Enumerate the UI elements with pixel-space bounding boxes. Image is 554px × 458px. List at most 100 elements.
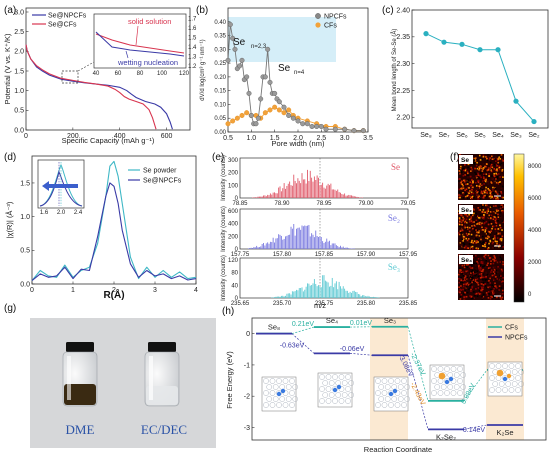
eds-pixel xyxy=(472,280,475,283)
eds-pixel xyxy=(477,241,479,243)
eds-pixel xyxy=(501,206,504,208)
eds-pixel xyxy=(489,266,491,269)
eds-pixel xyxy=(484,230,487,233)
eds-pixel xyxy=(482,284,485,286)
eds-pixel xyxy=(501,289,504,292)
eds-pixel xyxy=(466,264,468,266)
spectrum-y-tick-label: 40 xyxy=(231,283,238,289)
eds-pixel xyxy=(479,159,482,161)
eds-pixel xyxy=(493,221,496,224)
eds-pixel xyxy=(463,180,466,183)
spectrum-y-tick-label: 600 xyxy=(228,209,239,215)
inset-y-tick-label: 1.2 xyxy=(188,64,197,70)
eds-pixel xyxy=(492,218,495,221)
eds-pixel xyxy=(469,195,471,198)
eds-pixel xyxy=(465,190,467,192)
eds-pixel xyxy=(466,247,469,249)
panel-a-frame xyxy=(25,7,191,131)
eds-pixel xyxy=(472,285,475,287)
inset-curve-npcfs xyxy=(95,31,185,57)
pore-point-npcfs xyxy=(239,57,245,63)
panel-c-category-label: Se₂ xyxy=(528,132,540,139)
eds-pixel xyxy=(470,184,473,187)
pore-point-cfs xyxy=(234,115,240,121)
energy-annotation: -0.63eV xyxy=(280,343,305,350)
eds-pixel xyxy=(472,291,475,293)
eds-pixel xyxy=(494,156,497,159)
graphene-hex xyxy=(457,378,463,384)
eds-pixel xyxy=(475,185,478,187)
eds-pixel xyxy=(459,196,461,199)
eds-pixel xyxy=(481,156,483,158)
eds-pixel xyxy=(501,182,504,185)
eds-pixel xyxy=(494,187,497,190)
eds-pixel xyxy=(497,237,499,239)
graphene-hex xyxy=(348,392,355,398)
eds-pixel xyxy=(464,163,467,166)
pore-point-npcfs xyxy=(304,121,310,127)
eds-pixel xyxy=(487,291,490,293)
eds-pixel xyxy=(484,279,487,282)
eds-pixel xyxy=(488,221,491,224)
eds-pixel xyxy=(495,238,498,241)
eds-pixel xyxy=(482,216,484,219)
graphene-hex xyxy=(285,396,292,402)
eds-pixel xyxy=(478,230,480,232)
eds-pixel xyxy=(470,196,473,198)
eds-pixel xyxy=(482,286,484,288)
eds-pixel xyxy=(497,219,499,222)
eds-pixel xyxy=(476,161,478,164)
eds-pixel xyxy=(475,292,478,295)
eds-pixel xyxy=(489,233,491,236)
eds-pixel xyxy=(498,196,500,198)
spectrum-x-tick-label: 235.75 xyxy=(315,301,334,307)
eds-pixel xyxy=(473,163,476,165)
eds-pixel xyxy=(464,194,467,196)
eds-pixel xyxy=(480,184,483,186)
eds-pixel xyxy=(476,264,479,267)
eds-pixel xyxy=(476,278,479,280)
annotation-se-n4-sub: n=4 xyxy=(294,70,305,76)
eds-pixel xyxy=(498,156,500,158)
vial-dme-highlight xyxy=(67,356,71,400)
eds-pixel xyxy=(484,189,487,192)
eds-pixel xyxy=(486,264,488,266)
inset-x-tick-label: 80 xyxy=(137,71,144,77)
eds-pixel xyxy=(499,176,501,178)
discharge-curve-se-cfs xyxy=(25,44,157,130)
eds-pixel xyxy=(486,210,488,213)
eds-pixel xyxy=(472,205,474,208)
eds-pixel xyxy=(482,293,485,296)
inset-y-tick-label: 1.4 xyxy=(188,45,197,51)
eds-pixel xyxy=(482,248,485,250)
eds-pixel xyxy=(474,225,477,228)
panel-f: (f) Se Se₂ Se₃ 8000 6000 4000 2000 0 xyxy=(450,152,542,303)
panel-d-inset: 1.6 2.0 2.4 xyxy=(37,159,85,216)
eds-pixel xyxy=(499,235,502,238)
eds-pixel xyxy=(480,262,483,264)
eds-pixel xyxy=(494,192,497,195)
eds-pixel xyxy=(495,287,498,289)
graphene-hex xyxy=(508,363,515,369)
eds-pixel xyxy=(476,270,479,272)
eds-pixel xyxy=(474,160,477,162)
eds-pixel xyxy=(492,225,495,228)
eds-pixel xyxy=(472,256,474,259)
eds-pixel xyxy=(465,270,467,273)
eds-pixel xyxy=(464,296,467,298)
eds-pixel xyxy=(485,271,487,274)
eds-pixel xyxy=(497,254,500,257)
graphene-hex xyxy=(338,374,345,380)
eds-pixel xyxy=(481,192,484,195)
pore-point-npcfs xyxy=(332,126,338,132)
eds-pixel xyxy=(502,261,504,263)
graphene-hex xyxy=(437,390,444,396)
eds-pixel xyxy=(491,215,494,218)
eds-pixel xyxy=(464,283,466,286)
eds-pixel xyxy=(464,289,466,292)
eds-pixel xyxy=(486,157,488,160)
graphene-hex xyxy=(502,387,508,393)
graphene-hex xyxy=(404,384,411,390)
eds-pixel xyxy=(492,241,494,244)
eds-pixel xyxy=(501,296,504,299)
